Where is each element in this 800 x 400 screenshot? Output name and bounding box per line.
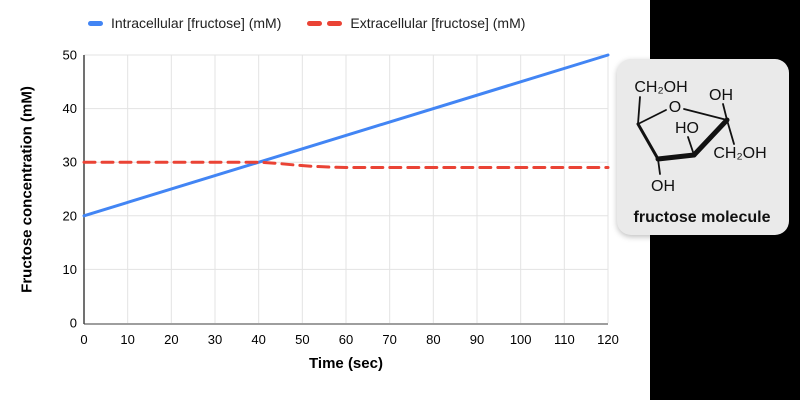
bond-c4-c5 bbox=[636, 122, 660, 161]
y-tick-label: 0 bbox=[70, 316, 77, 331]
ch2oh-top-label: CH₂OH bbox=[634, 79, 687, 96]
x-tick-label: 70 bbox=[382, 332, 396, 347]
x-tick-label: 120 bbox=[597, 332, 619, 347]
fructose-molecule-structure: CH₂OH OH O HO CH₂OH OH fructose molecule bbox=[634, 79, 771, 226]
bond-c5-ch2oh bbox=[637, 96, 641, 125]
y-tick-label: 10 bbox=[63, 262, 77, 277]
bond-c4-oh bbox=[657, 158, 661, 175]
x-tick-label: 0 bbox=[80, 332, 87, 347]
x-tick-label: 80 bbox=[426, 332, 440, 347]
bond-ring-o-c2 bbox=[683, 108, 728, 121]
x-tick-label: 40 bbox=[251, 332, 265, 347]
bond-c2-c3-bold bbox=[691, 117, 730, 158]
bond-c3-c4-bold bbox=[655, 152, 697, 162]
x-axis-title: Time (sec) bbox=[309, 355, 383, 372]
y-tick-label: 30 bbox=[63, 155, 77, 170]
x-tick-label: 10 bbox=[120, 332, 134, 347]
x-tick-label: 100 bbox=[510, 332, 532, 347]
oh-bottom-label: OH bbox=[651, 178, 675, 195]
bond-c5-ring-o bbox=[637, 109, 667, 125]
x-tick-label: 60 bbox=[339, 332, 353, 347]
bond-c2-ch2oh bbox=[726, 119, 735, 145]
legend-item-extracellular: Extracellular [fructose] (mM) bbox=[307, 15, 525, 31]
y-tick-label: 40 bbox=[63, 101, 77, 116]
ch2oh-right-label: CH₂OH bbox=[713, 145, 766, 162]
series-line-intracellular bbox=[82, 53, 610, 218]
x-tick-label: 30 bbox=[208, 332, 222, 347]
legend-label-extracellular: Extracellular [fructose] (mM) bbox=[350, 15, 526, 31]
ho-inner-label: HO bbox=[675, 120, 699, 137]
x-tick-label: 90 bbox=[470, 332, 484, 347]
x-tick-label: 110 bbox=[554, 332, 575, 347]
y-tick-label: 20 bbox=[63, 208, 77, 223]
x-tick-label: 50 bbox=[295, 332, 309, 347]
series-line-extracellular bbox=[82, 160, 610, 170]
molecule-card: CH₂OH OH O HO CH₂OH OH fructose molecule bbox=[617, 59, 789, 235]
fructose-concentration-chart: 0 10 20 30 40 50 60 70 80 90 100 110 120 0 10 20 30 40 50 bbox=[63, 48, 619, 348]
x-tick-label: 20 bbox=[164, 332, 178, 347]
y-axis-title: Fructose concentration (mM) bbox=[18, 86, 36, 293]
extracellular-dashed-line-swatch bbox=[307, 20, 343, 26]
molecule-caption: fructose molecule bbox=[634, 209, 771, 226]
bond-c2-oh bbox=[722, 103, 728, 121]
legend-label-intracellular: Intracellular [fructose] (mM) bbox=[111, 15, 282, 31]
ring-oxygen-label: O bbox=[669, 99, 681, 116]
bond-c3-ho bbox=[687, 136, 695, 156]
chart-legend: Intracellular [fructose] (mM) Extracellu… bbox=[88, 15, 525, 31]
y-tick-label: 50 bbox=[63, 48, 77, 63]
legend-item-intracellular: Intracellular [fructose] (mM) bbox=[88, 15, 281, 31]
oh-top-right-label: OH bbox=[709, 87, 733, 104]
intracellular-solid-line-swatch bbox=[88, 20, 103, 26]
